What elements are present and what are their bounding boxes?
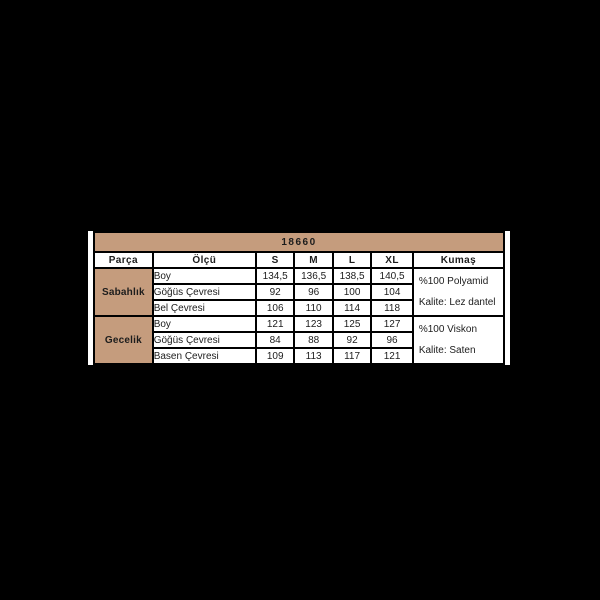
value-cell: 121 — [254, 315, 296, 333]
column-header-s: S — [254, 251, 296, 269]
value-cell: 110 — [293, 299, 334, 317]
fabric-info-gecelik: %100 Viskon Kalite: Saten — [411, 315, 506, 365]
value-cell: 125 — [331, 315, 373, 333]
value-cell: 123 — [293, 315, 334, 333]
table-row: Bel Çevresi 106 110 114 118 — [94, 299, 504, 317]
measure-label: Basen Çevresi — [151, 347, 257, 365]
value-cell: 136,5 — [293, 267, 334, 285]
value-cell: 100 — [331, 283, 373, 301]
value-cell: 88 — [293, 331, 334, 349]
measure-label: Boy — [151, 315, 257, 333]
fabric-quality: Kalite: Saten — [418, 345, 476, 356]
measure-label: Göğüs Çevresi — [151, 283, 257, 301]
fabric-content: %100 Viskon — [418, 324, 478, 335]
measure-label: Göğüs Çevresi — [151, 331, 257, 349]
value-cell: 134,5 — [254, 267, 296, 285]
value-cell: 96 — [370, 331, 414, 349]
group-label-gecelik: Gecelik — [93, 315, 154, 365]
value-cell: 113 — [293, 347, 334, 365]
size-chart-image: 18660 Parça Ölçü S M L XL Kumaş Sabahlık… — [88, 231, 510, 365]
value-cell: 92 — [254, 283, 296, 301]
fabric-content: %100 Polyamid — [418, 276, 489, 287]
fabric-info-sabahlik: %100 Polyamid Kalite: Lez dantel — [411, 267, 506, 317]
table-row: Basen Çevresi 109 113 117 121 — [94, 347, 504, 365]
value-cell: 92 — [331, 331, 373, 349]
table-row: 18660 — [93, 231, 505, 253]
value-cell: 117 — [331, 347, 373, 365]
size-chart-table: 18660 Parça Ölçü S M L XL Kumaş Sabahlık… — [93, 231, 506, 365]
value-cell: 127 — [370, 315, 414, 333]
value-cell: 84 — [254, 331, 296, 349]
column-header-olcu: Ölçü — [151, 251, 257, 269]
value-cell: 138,5 — [331, 267, 373, 285]
value-cell: 121 — [370, 347, 414, 365]
table-row: Gecelik Boy 121 123 125 127 %100 Viskon … — [93, 315, 506, 365]
table-row: Göğüs Çevresi 84 88 92 96 — [94, 331, 504, 349]
value-cell: 118 — [370, 299, 414, 317]
measure-label: Boy — [151, 267, 257, 285]
product-code: 18660 — [93, 231, 505, 253]
value-cell: 109 — [254, 347, 296, 365]
column-header-m: M — [293, 251, 334, 269]
table-row: Sabahlık Boy 134,5 136,5 138,5 140,5 %10… — [93, 267, 506, 317]
table-row: Göğüs Çevresi 92 96 100 104 — [94, 283, 504, 301]
column-header-parca: Parça — [93, 251, 154, 269]
group-label-sabahlik: Sabahlık — [93, 267, 154, 317]
column-header-l: L — [331, 251, 373, 269]
value-cell: 96 — [293, 283, 334, 301]
column-header-xl: XL — [370, 251, 414, 269]
value-cell: 106 — [254, 299, 296, 317]
value-cell: 140,5 — [370, 267, 414, 285]
measure-label: Bel Çevresi — [151, 299, 257, 317]
column-header-kumas: Kumaş — [411, 251, 506, 269]
table-row: Parça Ölçü S M L XL Kumaş — [93, 251, 506, 269]
value-cell: 114 — [331, 299, 373, 317]
value-cell: 104 — [370, 283, 414, 301]
fabric-quality: Kalite: Lez dantel — [418, 297, 496, 308]
